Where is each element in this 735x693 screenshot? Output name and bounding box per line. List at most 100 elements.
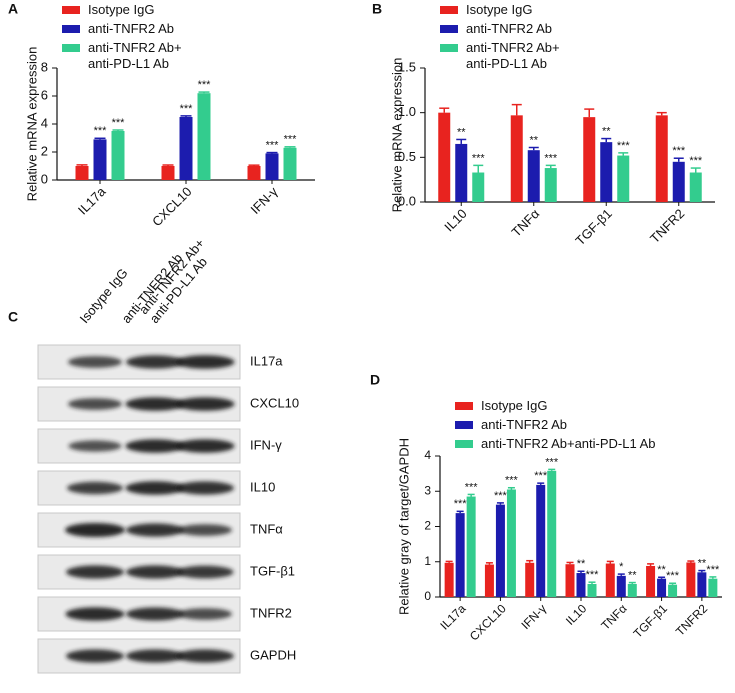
x-tick-label: TNFα xyxy=(598,601,629,632)
y-tick-label: 1.5 xyxy=(398,59,416,74)
blot-band xyxy=(68,440,122,452)
bar xyxy=(686,562,696,597)
legend-label: anti-TNFR2 Ab+anti-PD-L1 Ab xyxy=(481,436,656,451)
y-tick-label: 2 xyxy=(41,143,48,158)
blot-band xyxy=(175,397,235,411)
bar xyxy=(265,153,279,180)
significance-label: *** xyxy=(180,103,194,115)
significance-label: ** xyxy=(698,557,707,569)
significance-label: *** xyxy=(494,490,508,502)
y-tick-label: 1 xyxy=(424,554,431,568)
blot-band xyxy=(176,649,234,663)
significance-label: *** xyxy=(505,475,519,487)
significance-label: *** xyxy=(266,139,280,151)
significance-label: * xyxy=(619,561,624,573)
legend-swatch xyxy=(62,6,80,14)
significance-label: ** xyxy=(529,134,538,146)
blot-band xyxy=(178,524,232,536)
blot-band xyxy=(65,607,125,621)
legend-swatch xyxy=(455,402,473,410)
bar xyxy=(587,583,597,597)
legend-label: Isotype IgG xyxy=(88,2,155,17)
bar xyxy=(444,562,454,597)
legend-swatch xyxy=(62,25,80,33)
y-tick-label: 4 xyxy=(424,448,431,462)
bar xyxy=(247,166,261,180)
bar xyxy=(657,578,667,597)
bar xyxy=(472,172,485,202)
significance-label: *** xyxy=(586,569,600,581)
bar xyxy=(161,166,175,180)
y-tick-label: 2 xyxy=(424,519,431,533)
significance-label: *** xyxy=(545,456,559,468)
significance-label: *** xyxy=(689,155,703,167)
y-tick-label: 6 xyxy=(41,87,48,102)
blot-band xyxy=(176,481,234,495)
legend: Isotype IgG anti-TNFR2 Ab anti-TNFR2 Ab+ a… xyxy=(62,2,182,72)
bar xyxy=(283,147,297,180)
x-tick-label: TNFR2 xyxy=(647,206,687,246)
bar xyxy=(466,496,476,597)
significance-label: *** xyxy=(534,470,548,482)
y-tick-label: 0 xyxy=(41,171,48,186)
x-tick-label: TGF-β1 xyxy=(572,206,614,248)
bar xyxy=(197,93,211,180)
y-tick-label: 0.5 xyxy=(398,149,416,164)
legend-label: Isotype IgG xyxy=(481,398,548,413)
blot-band xyxy=(176,565,234,579)
bar xyxy=(484,564,494,597)
significance-label: *** xyxy=(94,125,108,137)
panel-label: C xyxy=(8,309,18,325)
legend-entry: anti-TNFR2 Ab+ anti-PD-L1 Ab xyxy=(440,40,560,72)
significance-label: ** xyxy=(657,564,666,576)
bar xyxy=(536,484,546,597)
bar xyxy=(605,563,615,597)
panel-label: D xyxy=(370,372,380,388)
bar xyxy=(583,117,596,202)
bar xyxy=(672,161,685,202)
bar xyxy=(93,139,107,180)
bar xyxy=(495,504,505,597)
bar xyxy=(525,562,535,597)
significance-label: *** xyxy=(198,79,212,91)
x-tick-label: TNFα xyxy=(509,206,543,240)
bar xyxy=(576,573,586,597)
legend-label: anti-TNFR2 Ab+ anti-PD-L1 Ab xyxy=(88,40,182,71)
bar xyxy=(455,143,468,202)
legend-entry: anti-TNFR2 Ab+ anti-PD-L1 Ab xyxy=(62,40,182,72)
x-tick-label: IL10 xyxy=(441,206,470,235)
blot-band xyxy=(126,649,184,663)
legend-swatch xyxy=(440,25,458,33)
y-tick-label: 0 xyxy=(424,589,431,603)
x-tick-label: IFN-γ xyxy=(247,184,280,217)
bar xyxy=(627,583,637,597)
significance-label: *** xyxy=(284,134,298,146)
x-tick-label: IL10 xyxy=(563,601,590,628)
significance-label: ** xyxy=(628,569,637,581)
bar xyxy=(616,575,626,597)
blot-band xyxy=(126,523,184,537)
legend-label: anti-TNFR2 Ab xyxy=(88,21,174,36)
blot-target-label: IL10 xyxy=(250,479,275,494)
legend-label: anti-TNFR2 Ab xyxy=(481,417,567,432)
bar xyxy=(510,115,523,202)
bar xyxy=(75,166,89,180)
significance-label: *** xyxy=(472,152,486,164)
legend-entry: anti-TNFR2 Ab xyxy=(62,21,182,37)
x-tick-label: TNFR2 xyxy=(673,601,710,638)
significance-label: *** xyxy=(544,152,558,164)
legend-entry: anti-TNFR2 Ab xyxy=(455,417,656,433)
legend-entry: anti-TNFR2 Ab xyxy=(440,21,560,37)
blot-target-label: TNFR2 xyxy=(250,605,292,620)
significance-label: *** xyxy=(112,117,126,129)
bar xyxy=(708,578,718,597)
panel-label: B xyxy=(372,1,382,17)
blot-band xyxy=(65,523,125,537)
x-tick-label: CXCL10 xyxy=(149,184,194,229)
bar xyxy=(565,564,575,597)
legend-swatch xyxy=(455,421,473,429)
legend-swatch xyxy=(455,440,473,448)
y-tick-label: 1.0 xyxy=(398,104,416,119)
